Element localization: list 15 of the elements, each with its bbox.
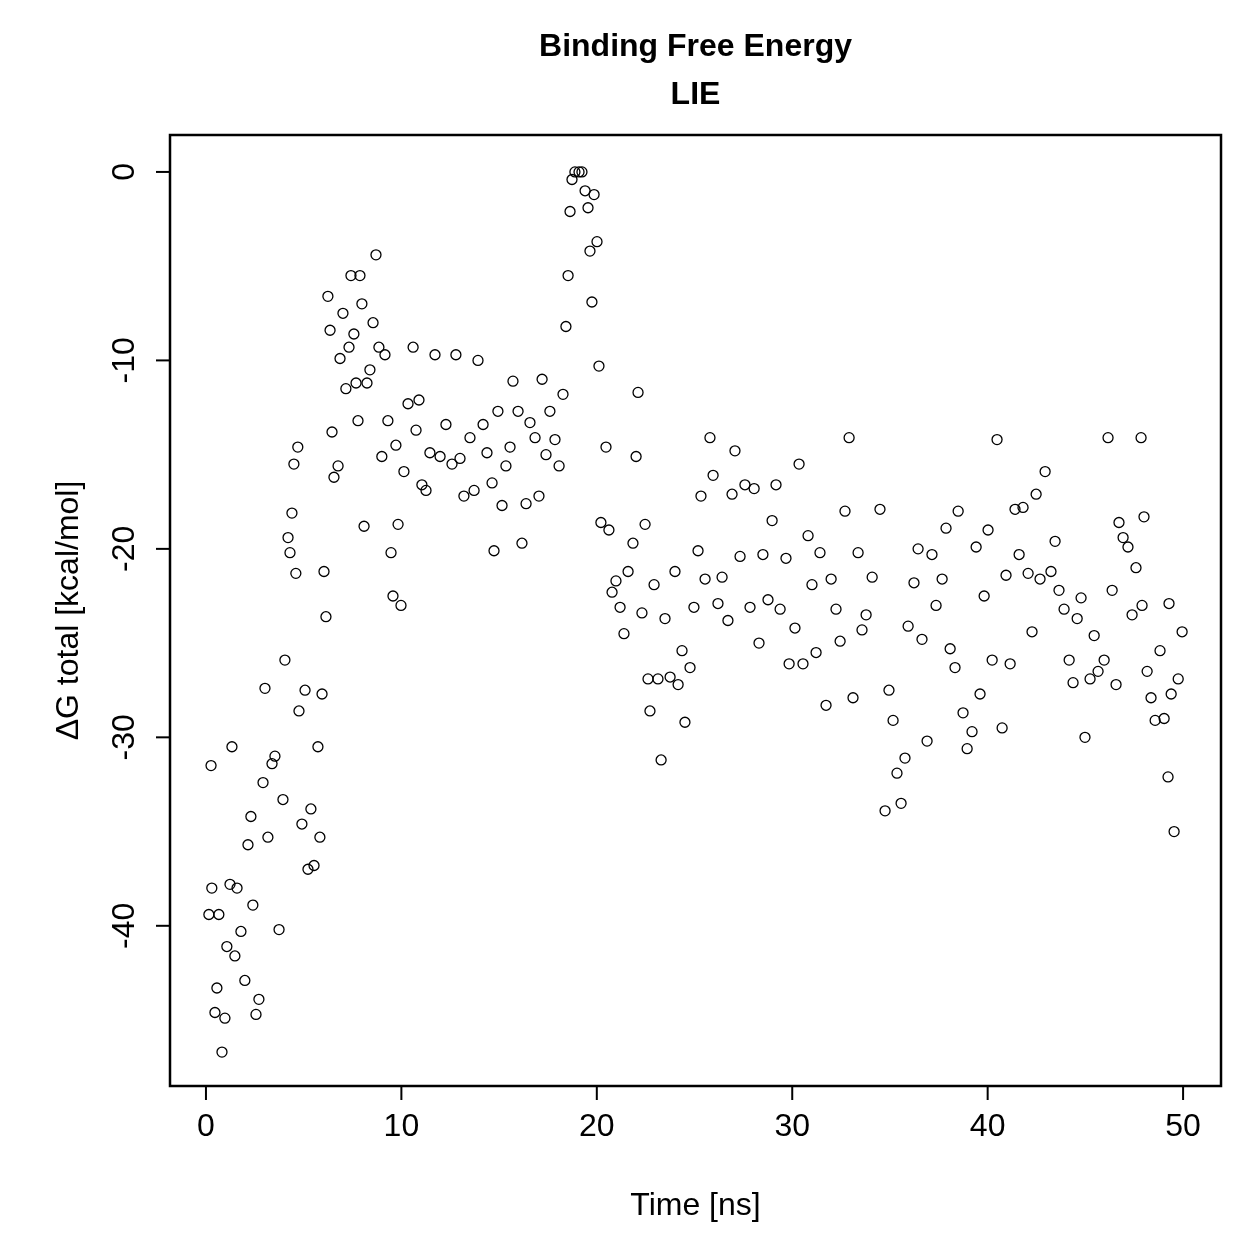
chart-subtitle: LIE <box>670 75 721 111</box>
x-tick-label: 0 <box>197 1107 215 1143</box>
x-tick-label: 40 <box>969 1107 1006 1143</box>
x-tick-label: 30 <box>774 1107 811 1143</box>
y-tick-label: -10 <box>105 337 141 384</box>
y-tick-label: -40 <box>105 902 141 949</box>
x-axis-title: Time [ns] <box>630 1186 761 1222</box>
y-tick-label: -30 <box>105 714 141 761</box>
x-tick-label: 20 <box>579 1107 615 1143</box>
x-tick-label: 50 <box>1165 1107 1201 1143</box>
y-axis-title: ΔG total [kcal/mol] <box>49 480 85 741</box>
chart-title: Binding Free Energy <box>539 27 853 63</box>
x-tick-label: 10 <box>383 1107 420 1143</box>
y-tick-label: -20 <box>105 525 141 572</box>
y-tick-label: 0 <box>105 163 141 181</box>
